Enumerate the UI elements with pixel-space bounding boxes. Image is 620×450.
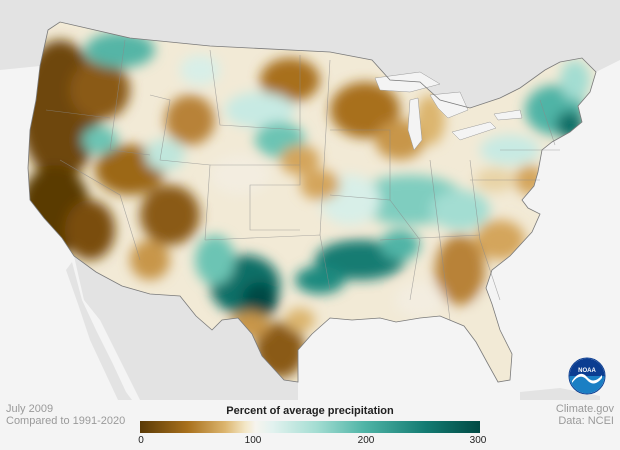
canada-landmass (0, 0, 620, 108)
legend-color-bar (140, 421, 480, 433)
us-outline (27, 21, 597, 383)
period-label: July 2009 (6, 403, 54, 415)
state-borders (45, 39, 560, 321)
noaa-logo: NOAA (568, 357, 606, 395)
data-source-label: Data: NCEI (558, 415, 614, 427)
baja-peninsula (66, 262, 132, 400)
legend-tick-0: 0 (138, 435, 144, 446)
cuba-island (520, 388, 600, 400)
legend-tick-300: 300 (469, 435, 487, 446)
legend-tick-200: 200 (357, 435, 375, 446)
baseline-label: Compared to 1991-2020 (6, 415, 126, 427)
legend-tick-100: 100 (244, 435, 262, 446)
legend-title: Percent of average precipitation (226, 405, 394, 417)
mexico-landmass (74, 256, 298, 400)
great-lakes (374, 71, 523, 151)
svg-text:NOAA: NOAA (578, 368, 596, 374)
credit-label: Climate.gov (555, 403, 614, 415)
